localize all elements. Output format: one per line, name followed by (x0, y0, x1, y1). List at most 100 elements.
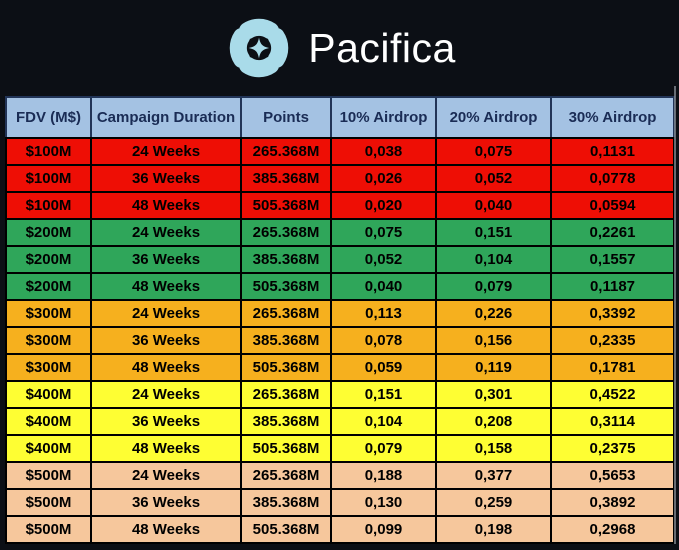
cell-airdrop10: 0,188 (330, 461, 437, 490)
cell-airdrop30: 0,1131 (550, 137, 675, 166)
cell-fdv: $400M (5, 434, 92, 463)
cell-airdrop20: 0,226 (435, 299, 552, 328)
cell-airdrop30: 0,1557 (550, 245, 675, 274)
cell-duration: 48 Weeks (90, 272, 242, 301)
table-row: $500M 24 Weeks 265.368M 0,188 0,377 0,5653 (5, 461, 675, 490)
cell-airdrop30: 0,3114 (550, 407, 675, 436)
cell-airdrop20: 0,301 (435, 380, 552, 409)
table-row: $400M 24 Weeks 265.368M 0,151 0,301 0,4522 (5, 380, 675, 409)
brand-header: Pacifica (0, 0, 679, 96)
cell-airdrop10: 0,130 (330, 488, 437, 517)
pacifica-logo-icon (223, 12, 295, 84)
window-edge-highlight (674, 86, 676, 544)
cell-duration: 36 Weeks (90, 407, 242, 436)
cell-fdv: $100M (5, 164, 92, 193)
cell-points: 505.368M (240, 434, 332, 463)
cell-fdv: $500M (5, 461, 92, 490)
cell-fdv: $400M (5, 380, 92, 409)
cell-points: 505.368M (240, 515, 332, 544)
cell-fdv: $200M (5, 218, 92, 247)
cell-points: 265.368M (240, 461, 332, 490)
cell-duration: 24 Weeks (90, 380, 242, 409)
cell-points: 385.368M (240, 164, 332, 193)
cell-airdrop30: 0,3392 (550, 299, 675, 328)
table-row: $400M 48 Weeks 505.368M 0,079 0,158 0,2375 (5, 434, 675, 463)
table-row: $500M 48 Weeks 505.368M 0,099 0,198 0,2968 (5, 515, 675, 544)
cell-airdrop20: 0,119 (435, 353, 552, 382)
cell-points: 265.368M (240, 218, 332, 247)
table-row: $200M 36 Weeks 385.368M 0,052 0,104 0,1557 (5, 245, 675, 274)
cell-duration: 48 Weeks (90, 191, 242, 220)
cell-duration: 36 Weeks (90, 245, 242, 274)
cell-airdrop10: 0,052 (330, 245, 437, 274)
cell-airdrop30: 0,3892 (550, 488, 675, 517)
cell-fdv: $200M (5, 272, 92, 301)
cell-airdrop20: 0,079 (435, 272, 552, 301)
table-row: $300M 48 Weeks 505.368M 0,059 0,119 0,1781 (5, 353, 675, 382)
cell-duration: 24 Weeks (90, 137, 242, 166)
cell-airdrop20: 0,198 (435, 515, 552, 544)
cell-duration: 48 Weeks (90, 353, 242, 382)
cell-points: 505.368M (240, 191, 332, 220)
cell-duration: 36 Weeks (90, 164, 242, 193)
cell-airdrop10: 0,078 (330, 326, 437, 355)
cell-points: 385.368M (240, 407, 332, 436)
cell-airdrop20: 0,156 (435, 326, 552, 355)
table-row: $500M 36 Weeks 385.368M 0,130 0,259 0,3892 (5, 488, 675, 517)
cell-fdv: $300M (5, 326, 92, 355)
cell-points: 265.368M (240, 137, 332, 166)
table-row: $100M 48 Weeks 505.368M 0,020 0,040 0,0594 (5, 191, 675, 220)
cell-airdrop10: 0,040 (330, 272, 437, 301)
cell-points: 505.368M (240, 353, 332, 382)
cell-points: 265.368M (240, 380, 332, 409)
cell-airdrop20: 0,158 (435, 434, 552, 463)
cell-airdrop20: 0,075 (435, 137, 552, 166)
col-header-airdrop-10: 10% Airdrop (330, 96, 437, 139)
cell-airdrop10: 0,059 (330, 353, 437, 382)
cell-airdrop10: 0,104 (330, 407, 437, 436)
cell-airdrop10: 0,026 (330, 164, 437, 193)
table-header-row: FDV (M$) Campaign Duration Points 10% Ai… (5, 96, 675, 139)
cell-points: 505.368M (240, 272, 332, 301)
cell-airdrop30: 0,1187 (550, 272, 675, 301)
cell-fdv: $300M (5, 299, 92, 328)
col-header-points: Points (240, 96, 332, 139)
cell-airdrop20: 0,104 (435, 245, 552, 274)
cell-duration: 36 Weeks (90, 488, 242, 517)
cell-airdrop30: 0,0594 (550, 191, 675, 220)
airdrop-scenario-table: FDV (M$) Campaign Duration Points 10% Ai… (5, 96, 675, 544)
cell-duration: 36 Weeks (90, 326, 242, 355)
table-row: $200M 48 Weeks 505.368M 0,040 0,079 0,1187 (5, 272, 675, 301)
table-row: $100M 24 Weeks 265.368M 0,038 0,075 0,1131 (5, 137, 675, 166)
cell-duration: 24 Weeks (90, 218, 242, 247)
cell-duration: 48 Weeks (90, 434, 242, 463)
cell-airdrop30: 0,4522 (550, 380, 675, 409)
cell-airdrop20: 0,208 (435, 407, 552, 436)
cell-airdrop20: 0,052 (435, 164, 552, 193)
cell-airdrop30: 0,2968 (550, 515, 675, 544)
cell-airdrop10: 0,099 (330, 515, 437, 544)
col-header-airdrop-20: 20% Airdrop (435, 96, 552, 139)
col-header-airdrop-30: 30% Airdrop (550, 96, 675, 139)
cell-points: 265.368M (240, 299, 332, 328)
cell-points: 385.368M (240, 326, 332, 355)
cell-airdrop10: 0,151 (330, 380, 437, 409)
cell-duration: 24 Weeks (90, 299, 242, 328)
cell-fdv: $300M (5, 353, 92, 382)
cell-airdrop10: 0,020 (330, 191, 437, 220)
cell-duration: 48 Weeks (90, 515, 242, 544)
table-row: $400M 36 Weeks 385.368M 0,104 0,208 0,3114 (5, 407, 675, 436)
cell-airdrop10: 0,075 (330, 218, 437, 247)
cell-airdrop30: 0,1781 (550, 353, 675, 382)
cell-fdv: $100M (5, 191, 92, 220)
table-row: $300M 36 Weeks 385.368M 0,078 0,156 0,2335 (5, 326, 675, 355)
col-header-campaign-duration: Campaign Duration (90, 96, 242, 139)
cell-fdv: $100M (5, 137, 92, 166)
cell-airdrop30: 0,2261 (550, 218, 675, 247)
cell-fdv: $400M (5, 407, 92, 436)
cell-points: 385.368M (240, 488, 332, 517)
cell-airdrop10: 0,079 (330, 434, 437, 463)
cell-duration: 24 Weeks (90, 461, 242, 490)
cell-airdrop10: 0,038 (330, 137, 437, 166)
cell-airdrop30: 0,5653 (550, 461, 675, 490)
